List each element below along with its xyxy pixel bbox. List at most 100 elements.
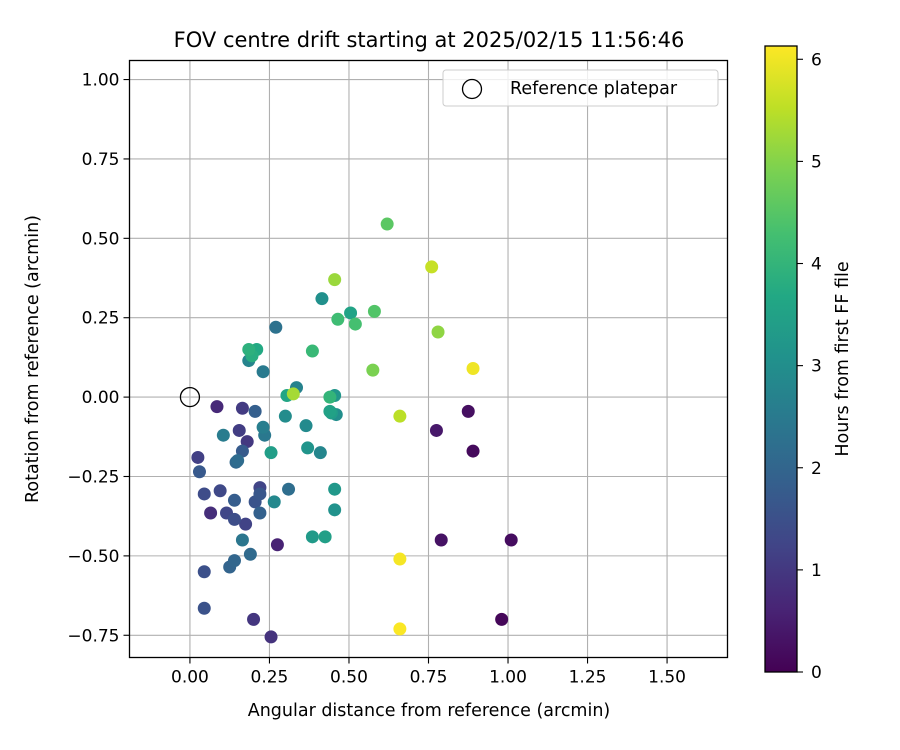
data-point bbox=[393, 409, 407, 423]
data-point bbox=[380, 217, 394, 231]
data-point bbox=[331, 312, 345, 326]
data-point bbox=[318, 530, 332, 544]
y-tick-label: 0.50 bbox=[82, 229, 120, 249]
data-point bbox=[197, 487, 211, 501]
x-tick-label: 1.00 bbox=[489, 668, 527, 688]
data-point bbox=[344, 306, 358, 320]
data-point bbox=[227, 512, 241, 526]
colorbar-tick-label: 1 bbox=[811, 561, 822, 581]
data-point bbox=[231, 454, 245, 468]
legend-box bbox=[442, 69, 719, 107]
legend: Reference platepar bbox=[442, 69, 719, 107]
data-point bbox=[264, 630, 278, 644]
data-point bbox=[431, 325, 445, 339]
x-tick-label: 1.25 bbox=[569, 668, 607, 688]
data-point bbox=[264, 446, 278, 460]
colorbar-ticks: 0 1 2 3 4 5 6 bbox=[797, 50, 822, 683]
data-point bbox=[248, 404, 262, 418]
grid-lines bbox=[129, 60, 728, 658]
data-point bbox=[429, 423, 443, 437]
data-point bbox=[323, 390, 337, 404]
legend-marker-icon bbox=[461, 78, 483, 100]
colorbar-label: Hours from first FF file bbox=[833, 261, 853, 456]
colorbar-tick-label: 3 bbox=[811, 357, 822, 377]
data-point bbox=[227, 554, 241, 568]
data-point bbox=[247, 612, 261, 626]
data-point bbox=[434, 533, 448, 547]
data-point bbox=[235, 533, 249, 547]
data-point bbox=[466, 362, 480, 376]
data-point bbox=[232, 423, 246, 437]
data-point bbox=[299, 419, 313, 433]
colorbar-tick-label: 0 bbox=[811, 663, 822, 683]
data-point bbox=[216, 428, 230, 442]
reference-platepar-marker bbox=[179, 386, 201, 408]
data-point bbox=[282, 482, 296, 496]
y-axis-ticks: −0.75 −0.50 −0.25 0.00 0.25 0.50 0.75 1.00 bbox=[67, 71, 130, 646]
data-point bbox=[286, 387, 300, 401]
data-point bbox=[495, 612, 509, 626]
colorbar-tick-label: 5 bbox=[811, 152, 822, 172]
colorbar-tick-label: 4 bbox=[811, 255, 822, 275]
data-point bbox=[328, 273, 342, 287]
x-axis-ticks: 0.00 0.25 0.50 0.75 1.00 1.25 1.50 bbox=[171, 657, 686, 688]
y-tick-label: 0.00 bbox=[82, 388, 120, 408]
chart-title: FOV centre drift starting at 2025/02/15 … bbox=[174, 28, 685, 52]
data-point bbox=[504, 533, 518, 547]
data-point bbox=[227, 493, 241, 507]
data-point bbox=[305, 344, 319, 358]
y-tick-label: −0.75 bbox=[67, 626, 119, 646]
data-point bbox=[197, 565, 211, 579]
data-point bbox=[270, 538, 284, 552]
colorbar-frame bbox=[764, 45, 798, 673]
y-tick-label: 1.00 bbox=[82, 71, 120, 91]
y-axis-label: Rotation from reference (arcmin) bbox=[23, 215, 43, 503]
colorbar-gradient bbox=[765, 46, 797, 672]
data-point bbox=[466, 444, 480, 458]
y-tick-label: 0.25 bbox=[82, 309, 120, 329]
data-point bbox=[204, 506, 218, 520]
data-point bbox=[393, 622, 407, 636]
data-point bbox=[323, 404, 337, 418]
colorbar-tick-label: 2 bbox=[811, 459, 822, 479]
data-point bbox=[256, 420, 270, 434]
data-point bbox=[269, 320, 283, 334]
y-tick-label: 0.75 bbox=[82, 150, 120, 170]
data-point bbox=[425, 260, 439, 274]
legend-entry-label: Reference platepar bbox=[510, 79, 678, 99]
data-point bbox=[328, 482, 342, 496]
data-point bbox=[393, 552, 407, 566]
data-point bbox=[267, 495, 281, 509]
x-tick-label: 1.50 bbox=[648, 668, 686, 688]
data-point bbox=[301, 441, 315, 455]
reference-marker-group bbox=[179, 386, 201, 408]
data-point bbox=[348, 317, 362, 331]
data-point bbox=[242, 342, 256, 356]
data-points bbox=[191, 217, 518, 644]
data-point bbox=[235, 401, 249, 415]
data-point bbox=[213, 484, 227, 498]
colorbar: 0 1 2 3 4 5 6 Hours from first FF file bbox=[764, 45, 853, 683]
data-point bbox=[366, 363, 380, 377]
data-point bbox=[197, 601, 211, 615]
data-point bbox=[278, 409, 292, 423]
data-point bbox=[192, 465, 206, 479]
data-point bbox=[253, 506, 267, 520]
data-point bbox=[239, 517, 253, 531]
data-point bbox=[210, 400, 224, 414]
data-point bbox=[305, 530, 319, 544]
data-point bbox=[313, 446, 327, 460]
x-tick-label: 0.25 bbox=[251, 668, 289, 688]
data-point bbox=[328, 503, 342, 517]
x-tick-label: 0.00 bbox=[171, 668, 209, 688]
x-axis-label: Angular distance from reference (arcmin) bbox=[248, 701, 611, 721]
data-point bbox=[256, 365, 270, 379]
data-point bbox=[243, 547, 257, 561]
data-point bbox=[315, 292, 329, 306]
x-tick-label: 0.50 bbox=[330, 668, 368, 688]
data-point bbox=[461, 404, 475, 418]
data-point bbox=[253, 487, 267, 501]
colorbar-tick-label: 6 bbox=[811, 50, 822, 70]
y-tick-label: −0.50 bbox=[67, 547, 119, 567]
